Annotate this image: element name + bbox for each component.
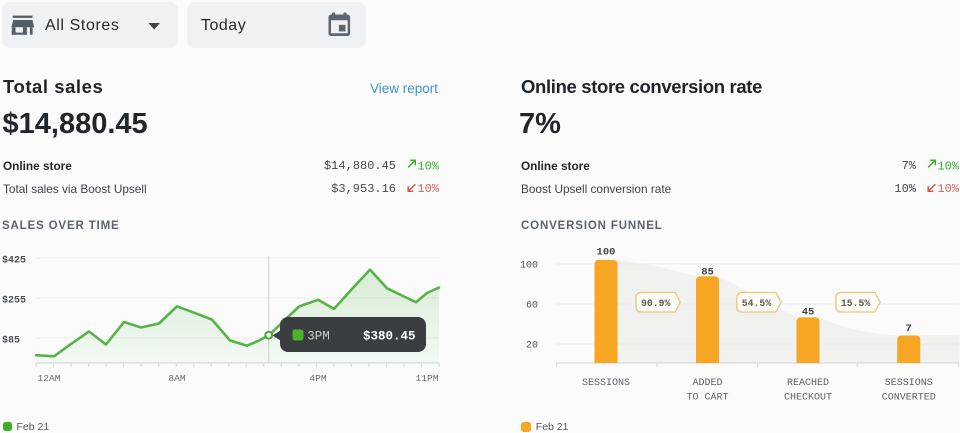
- svg-text:SESSIONS: SESSIONS: [582, 378, 630, 389]
- svg-text:CHECKOUT: CHECKOUT: [784, 393, 832, 404]
- svg-text:ADDED: ADDED: [692, 378, 722, 389]
- svg-text:54.5%: 54.5%: [742, 298, 772, 309]
- svg-text:4PM: 4PM: [309, 373, 327, 384]
- svg-text:15.5%: 15.5%: [841, 298, 871, 309]
- svg-text:100: 100: [520, 261, 538, 272]
- svg-text:11PM: 11PM: [415, 373, 438, 384]
- svg-text:90.9%: 90.9%: [641, 298, 671, 309]
- svg-text:$85: $85: [2, 335, 20, 347]
- svg-text:100: 100: [597, 247, 616, 259]
- svg-text:$255: $255: [2, 295, 26, 307]
- svg-text:45: 45: [802, 307, 815, 319]
- svg-text:$380.45: $380.45: [363, 330, 416, 344]
- svg-text:20: 20: [526, 341, 538, 352]
- svg-text:REACHED: REACHED: [787, 378, 829, 389]
- svg-text:SESSIONS: SESSIONS: [885, 378, 933, 389]
- svg-text:TO CART: TO CART: [686, 393, 728, 404]
- svg-text:85: 85: [701, 267, 714, 279]
- svg-text:$425: $425: [2, 255, 26, 267]
- svg-text:8AM: 8AM: [168, 373, 186, 384]
- svg-text:7: 7: [906, 323, 912, 335]
- svg-text:60: 60: [526, 301, 538, 312]
- svg-text:3PM: 3PM: [307, 330, 330, 344]
- svg-text:CONVERTED: CONVERTED: [882, 393, 936, 404]
- svg-text:12AM: 12AM: [37, 373, 60, 384]
